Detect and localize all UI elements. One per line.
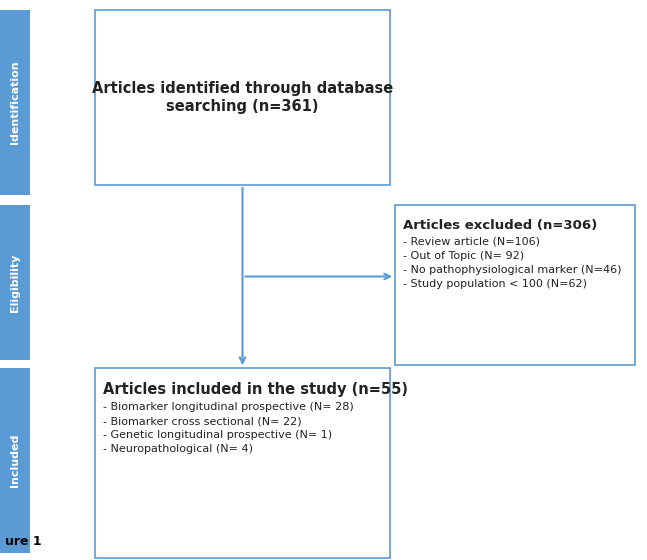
Bar <box>95 368 390 558</box>
Text: - Review article (N=106): - Review article (N=106) <box>403 237 540 247</box>
Text: Articles excluded (n=306): Articles excluded (n=306) <box>403 219 597 232</box>
Text: Articles identified through database
searching (n=361): Articles identified through database sea… <box>92 81 393 114</box>
Bar <box>0 368 30 553</box>
Bar <box>395 205 635 365</box>
Bar <box>0 10 30 195</box>
Bar <box>95 10 390 185</box>
Text: - Genetic longitudinal prospective (N= 1): - Genetic longitudinal prospective (N= 1… <box>103 430 332 440</box>
Text: - Biomarker longitudinal prospective (N= 28): - Biomarker longitudinal prospective (N=… <box>103 402 354 412</box>
Text: - Neuropathological (N= 4): - Neuropathological (N= 4) <box>103 444 253 454</box>
Text: - Study population < 100 (N=62): - Study population < 100 (N=62) <box>403 279 587 289</box>
Text: ure 1: ure 1 <box>5 535 41 548</box>
Text: Eligibility: Eligibility <box>10 253 20 312</box>
Text: Identification: Identification <box>10 60 20 144</box>
Bar <box>0 205 30 360</box>
Text: Included: Included <box>10 434 20 487</box>
Text: - Biomarker cross sectional (N= 22): - Biomarker cross sectional (N= 22) <box>103 416 302 426</box>
Text: Articles included in the study (n=55): Articles included in the study (n=55) <box>103 382 408 397</box>
Text: - No pathophysiological marker (N=46): - No pathophysiological marker (N=46) <box>403 265 622 275</box>
Text: - Out of Topic (N= 92): - Out of Topic (N= 92) <box>403 251 524 261</box>
